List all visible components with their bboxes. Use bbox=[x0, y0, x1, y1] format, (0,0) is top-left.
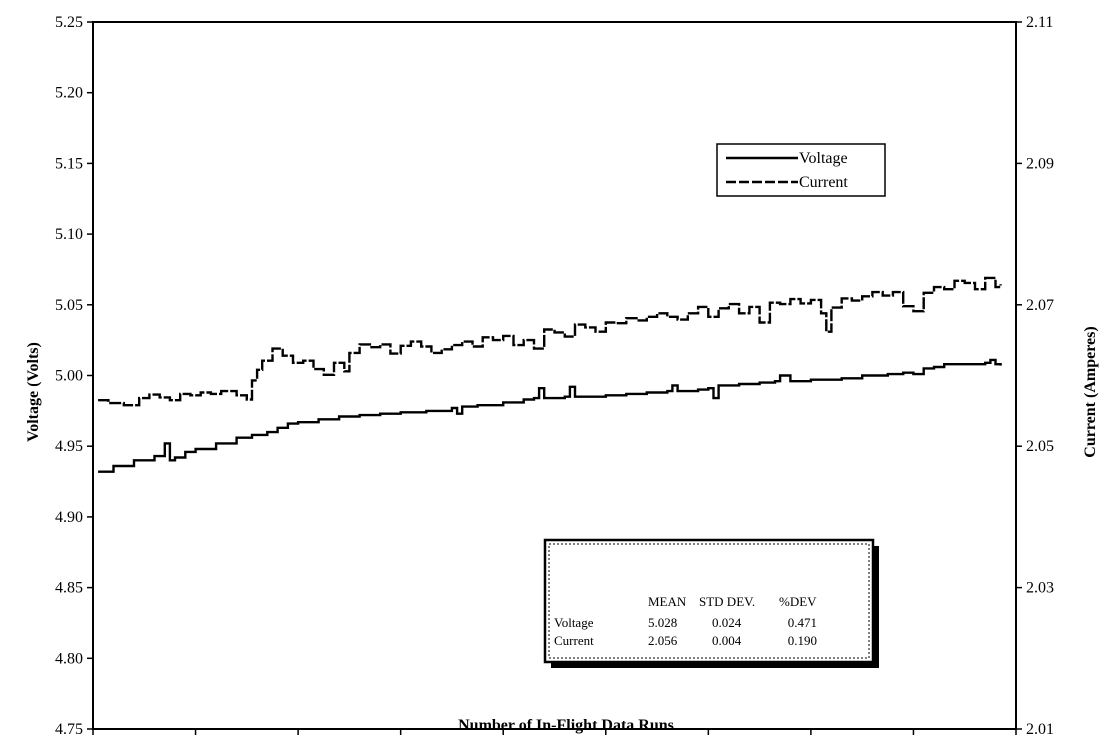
y2-tick-label: 2.07 bbox=[1026, 297, 1054, 314]
y-tick-label: 4.80 bbox=[55, 650, 83, 667]
stats-header-pdev: %DEV bbox=[779, 594, 817, 609]
legend-label-voltage: Voltage bbox=[799, 150, 848, 167]
stats-cell: 0.471 bbox=[788, 615, 817, 630]
y-axis-title: Voltage (Volts) bbox=[25, 342, 42, 442]
y2-tick-label: 2.05 bbox=[1026, 438, 1054, 455]
stats-cell: 0.190 bbox=[788, 633, 817, 648]
y-tick-label: 4.95 bbox=[55, 438, 83, 455]
y2-tick-label: 2.09 bbox=[1026, 155, 1054, 172]
stats-row-label: Current bbox=[554, 633, 594, 648]
stats-cell: 5.028 bbox=[648, 615, 677, 630]
y-tick-label: 5.20 bbox=[55, 85, 83, 102]
stats-cell: 2.056 bbox=[648, 633, 678, 648]
y-tick-label: 4.85 bbox=[55, 580, 83, 597]
stats-header-std: STD DEV. bbox=[699, 594, 755, 609]
y-tick-label: 5.00 bbox=[55, 368, 83, 385]
stats-table: MEAN STD DEV. %DEV Voltage 5.028 0.024 0… bbox=[543, 538, 879, 668]
stats-table-inner-border bbox=[548, 543, 870, 659]
y-tick-label: 5.10 bbox=[55, 226, 83, 243]
stats-cell: 0.024 bbox=[712, 615, 742, 630]
y2-axis-title: Current (Amperes) bbox=[1082, 326, 1099, 457]
series-line-current bbox=[98, 276, 1002, 407]
y2-tick-label: 2.11 bbox=[1026, 14, 1053, 31]
legend: Voltage Current bbox=[716, 143, 886, 197]
stats-header-mean: MEAN bbox=[648, 594, 687, 609]
y-tick-label: 5.25 bbox=[55, 14, 83, 31]
stats-table-box bbox=[543, 538, 875, 664]
y2-tick-label: 2.03 bbox=[1026, 580, 1054, 597]
y-tick-label: 4.90 bbox=[55, 509, 83, 526]
x-axis-title: Number of In-Flight Data Runs bbox=[458, 717, 674, 734]
chart-series bbox=[98, 276, 1002, 473]
stats-row-label: Voltage bbox=[554, 615, 594, 630]
y2-tick-label: 2.01 bbox=[1026, 721, 1054, 735]
y-tick-label: 5.15 bbox=[55, 155, 83, 172]
legend-box bbox=[716, 143, 886, 197]
series-line-voltage bbox=[98, 358, 1002, 473]
legend-label-current: Current bbox=[799, 174, 848, 191]
y-tick-label: 4.75 bbox=[55, 721, 83, 735]
y-tick-label: 5.05 bbox=[55, 297, 83, 314]
stats-cell: 0.004 bbox=[712, 633, 742, 648]
